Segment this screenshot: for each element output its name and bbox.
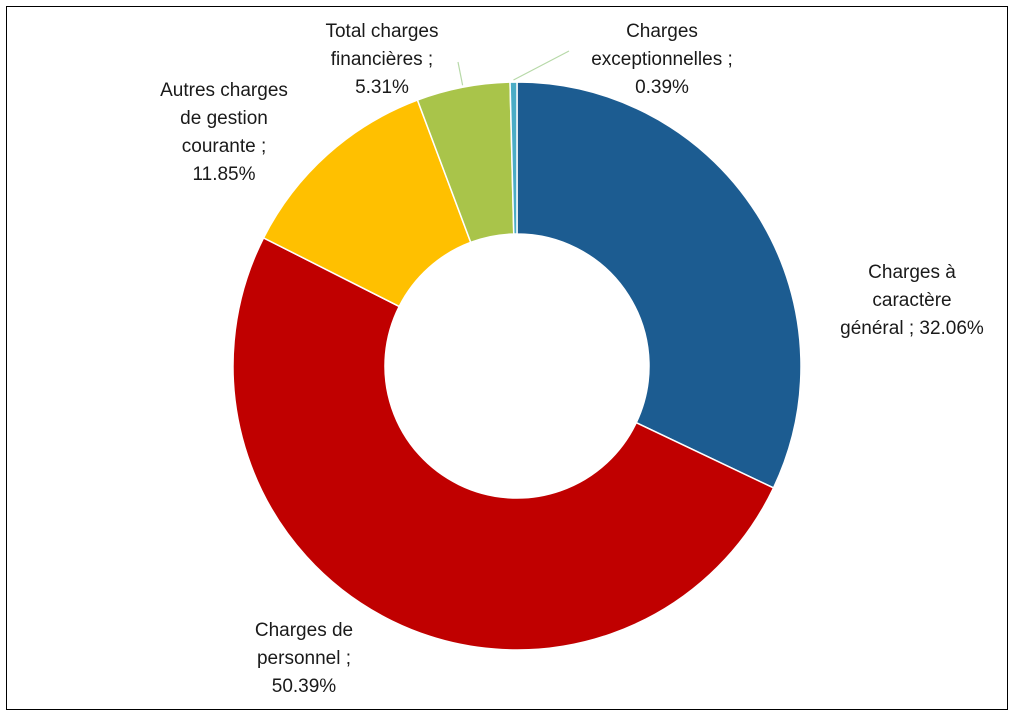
label-line: courante ; [182, 136, 267, 157]
label-line: financières ; [331, 49, 433, 70]
label-charges-a-caractere-general: Charges à caractère général ; 32.06% [840, 262, 984, 339]
label-line: Charges à [868, 262, 956, 283]
label-line: 11.85% [192, 164, 255, 185]
label-autres-charges-de-gestion-courante: Autres charges de gestion courante ; 11.85% [160, 80, 288, 185]
label-charges-de-personnel: Charges de personnel ; 50.39% [255, 620, 353, 697]
leader-line-charges-exceptionnelles [513, 50, 570, 81]
leader-lines [457, 50, 570, 86]
label-line: 5.31% [355, 77, 409, 98]
slice-labels: Charges à caractère général ; 32.06%Charge… [160, 21, 984, 697]
label-line: général ; 32.06% [840, 318, 984, 339]
label-charges-exceptionnelles: Charges exceptionnelles ; 0.39% [591, 21, 733, 98]
label-total-charges-financieres: Total charges financières ; 5.31% [325, 21, 438, 98]
slice-autres-charges-de-gestion-courante [262, 99, 472, 308]
label-line: de gestion [180, 108, 268, 129]
donut-slices [232, 81, 802, 651]
label-line: personnel ; [257, 648, 351, 669]
label-line: Autres charges [160, 80, 288, 101]
label-line: Charges de [255, 620, 353, 641]
label-line: 0.39% [635, 77, 689, 98]
label-line: caractère [872, 290, 951, 311]
label-line: exceptionnelles ; [591, 49, 733, 70]
slice-charges-exceptionnelles [509, 81, 518, 235]
label-line: Charges [626, 21, 698, 42]
label-line: 50.39% [272, 676, 337, 697]
leader-line-total-charges-financieres [457, 61, 464, 86]
label-line: Total charges [325, 21, 438, 42]
slice-charges-a-caractere-general [516, 81, 802, 489]
slice-charges-de-personnel [232, 236, 775, 651]
